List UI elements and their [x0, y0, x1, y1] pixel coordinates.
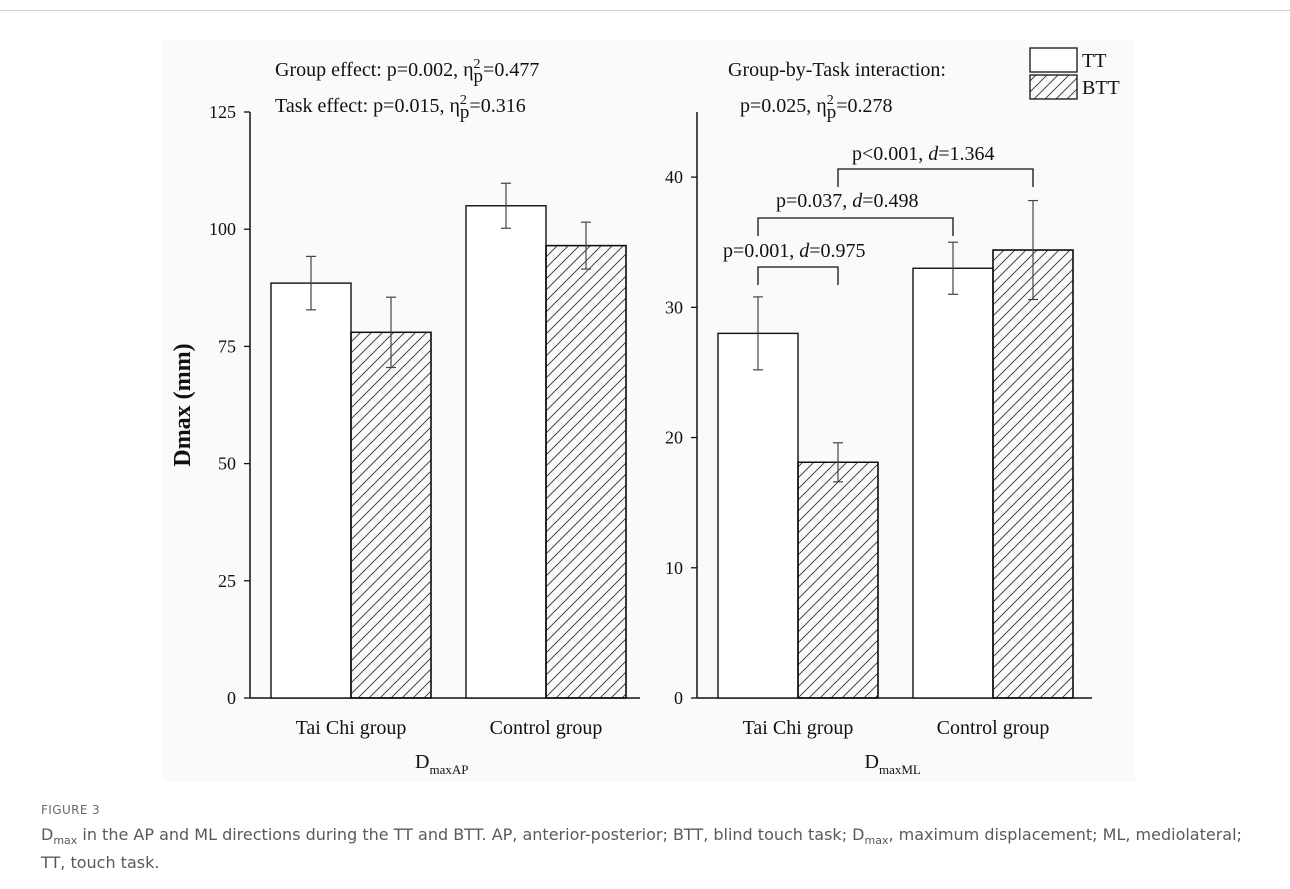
comparison-p-1: p=0.037, — [776, 190, 852, 212]
y-tick-label-1: 40 — [665, 167, 683, 187]
y-tick-label-0: 0 — [227, 688, 236, 708]
stat-annotation-1-1-value: =0.278 — [836, 95, 892, 117]
category-label-1: Control group — [937, 717, 1050, 739]
comparison-d-1: d — [852, 190, 863, 212]
caption-rest: in the AP and ML directions during the T… — [77, 825, 865, 844]
stat-annotation-0-0-value: =0.477 — [483, 59, 539, 81]
stat-annotation-0-0-sub: p — [474, 66, 484, 87]
x-axis-label-sub: maxML — [879, 762, 921, 777]
category-label-0: Tai Chi group — [296, 717, 407, 739]
bar-tt-1-0 — [717, 332, 799, 699]
comparison-p-2: p<0.001, — [852, 143, 928, 165]
bar-btt-1-1 — [992, 249, 1074, 699]
y-tick-label-0: 100 — [209, 219, 236, 239]
stat-annotation-1-1: p=0.025, η2 p=0.278 — [740, 93, 893, 123]
comparison-label-1: p=0.037, d=0.498 — [776, 190, 919, 212]
legend-label-tt: TT — [1082, 50, 1106, 72]
bar-tt-0-1 — [465, 205, 547, 699]
comparison-d-2: d — [928, 143, 939, 165]
y-axis-label: Dmax (mm) — [170, 343, 196, 466]
x-axis-label-main: D — [415, 751, 429, 773]
caption-symbol-sub: max — [53, 834, 78, 848]
stat-annotation-1-0-text: Group-by-Task interaction: — [728, 59, 946, 81]
y-tick-label-1: 0 — [674, 688, 683, 708]
x-axis-label-main: D — [865, 751, 879, 773]
figure-caption: Dmax in the AP and ML directions during … — [41, 824, 1251, 874]
comparison-d-value-1: =0.498 — [862, 190, 918, 212]
stat-annotation-0-0: Group effect: p=0.002, η2 p=0.477 — [275, 57, 539, 87]
legend-swatch-btt — [1029, 74, 1078, 100]
comparison-label-2: p<0.001, d=1.364 — [852, 143, 995, 165]
stat-annotation-1-1-text: p=0.025, η — [740, 95, 827, 117]
stat-annotation-0-0-sup: 2 — [474, 57, 481, 72]
caption-symbol: D — [41, 825, 54, 844]
stat-annotation-0-1-sub: p — [460, 102, 470, 123]
bar-tt-1-1 — [912, 267, 994, 699]
y-tick-label-1: 20 — [665, 428, 683, 448]
y-tick-label-0: 50 — [218, 454, 236, 474]
stat-annotation-0-1: Task effect: p=0.015, η2 p=0.316 — [275, 93, 526, 123]
caption-rest-sub: max — [864, 834, 889, 848]
comparison-label-0: p=0.001, d=0.975 — [723, 240, 866, 262]
stat-annotation-0-1-value: =0.316 — [469, 95, 525, 117]
y-tick-label-0: 25 — [218, 571, 236, 591]
comparison-bracket-2 — [837, 168, 1034, 187]
comparison-d-value-0: =0.975 — [809, 240, 865, 262]
stat-annotation-0-0-text: Group effect: p=0.002, η — [275, 59, 474, 81]
x-axis-label-0: DmaxAP — [415, 751, 468, 777]
stat-annotation-0-1-sup: 2 — [460, 93, 467, 108]
category-label-0: Control group — [490, 717, 603, 739]
x-axis-label-sub: maxAP — [429, 762, 468, 777]
x-axis-label-1: DmaxML — [865, 751, 921, 777]
caption-tail: , maximum displacement; ML, mediolateral… — [41, 825, 1242, 873]
comparison-bracket-1 — [757, 217, 954, 236]
bar-btt-0-0 — [350, 331, 432, 699]
y-tick-label-1: 30 — [665, 297, 683, 317]
stat-annotation-0-1-text: Task effect: p=0.015, η — [275, 95, 460, 117]
stat-annotation-1-0: Group-by-Task interaction: — [728, 59, 946, 81]
y-tick-label-0: 75 — [218, 336, 236, 356]
figure-label: FIGURE 3 — [41, 803, 101, 817]
bar-btt-1-0 — [797, 461, 879, 699]
y-tick-label-1: 10 — [665, 558, 683, 578]
legend-swatch-tt — [1029, 47, 1078, 73]
stat-annotation-1-1-sup: 2 — [827, 93, 834, 108]
category-label-1: Tai Chi group — [743, 717, 854, 739]
comparison-p-0: p=0.001, — [723, 240, 799, 262]
comparison-d-value-2: =1.364 — [938, 143, 994, 165]
top-divider — [0, 10, 1290, 11]
bar-tt-0-0 — [270, 282, 352, 699]
legend-label-btt: BTT — [1082, 77, 1120, 99]
comparison-bracket-0 — [757, 266, 839, 285]
comparison-d-0: d — [799, 240, 810, 262]
bar-btt-0-1 — [545, 244, 627, 699]
y-tick-label-0: 125 — [209, 102, 236, 122]
stat-annotation-1-1-sub: p — [827, 102, 837, 123]
